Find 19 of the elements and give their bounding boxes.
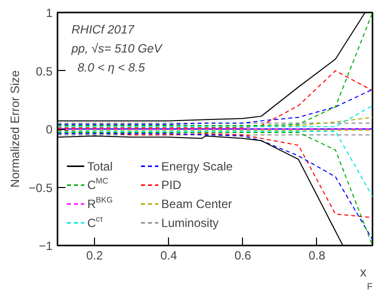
annotation: pp, √s= 510 GeV — [70, 42, 163, 56]
x-axis-title: xF — [360, 264, 373, 291]
x-tick-label: 0.8 — [308, 248, 326, 262]
annotation: RHICf 2017 — [72, 22, 136, 36]
legend-label: Energy Scale — [161, 159, 233, 174]
legend-label: PID — [161, 178, 182, 192]
y-tick-label: −0.5 — [28, 180, 53, 195]
x-tick-label: 0.2 — [86, 248, 104, 262]
y-tick-label: 1 — [46, 6, 53, 20]
legend-label: Luminosity — [161, 216, 219, 230]
y-tick-label: −1 — [38, 239, 53, 253]
y-tick-label: 0 — [46, 122, 53, 136]
legend-label: Beam Center — [161, 197, 232, 212]
x-tick-label: 0.6 — [234, 248, 252, 262]
annotation: 8.0 < η < 8.5 — [78, 60, 146, 74]
x-tick-label: 0.4 — [160, 248, 178, 262]
y-axis-title: Normalized Error Size — [8, 70, 22, 188]
legend-label: Total — [87, 159, 113, 174]
y-tick-label: 0.5 — [36, 64, 53, 78]
